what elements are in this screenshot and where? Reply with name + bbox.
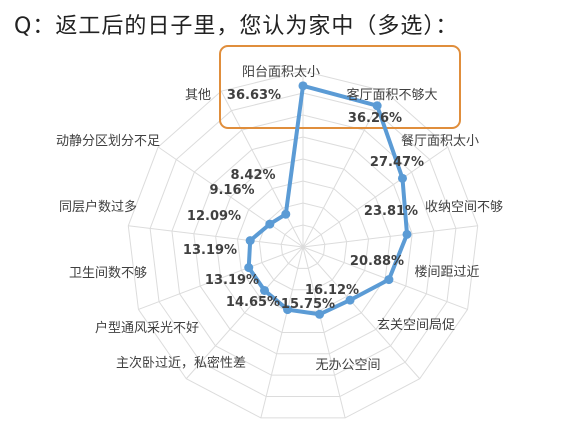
grid-spoke (260, 246, 304, 419)
data-label: 16.12% (305, 283, 359, 298)
category-label: 楼间距过近 (414, 265, 479, 280)
category-label: 主次卧过近，私密性差 (116, 355, 246, 371)
category-label: 餐厅面积太小 (401, 133, 479, 149)
category-label: 户型通风采光不好 (95, 320, 199, 336)
data-label: 13.19% (205, 273, 259, 288)
grid-spoke (157, 146, 304, 248)
data-point (402, 229, 412, 239)
data-label: 13.19% (183, 243, 237, 258)
data-label: 36.63% (227, 88, 281, 103)
grid-spoke (185, 246, 304, 380)
data-label: 14.65% (226, 295, 280, 310)
data-point (345, 295, 355, 305)
grid-ring (215, 158, 391, 333)
category-label: 收纳空间不够 (425, 200, 503, 215)
grid-ring (127, 70, 479, 419)
category-label: 客厅面积不够大 (346, 87, 437, 103)
grid-spoke (302, 246, 421, 380)
data-label: 9.16% (209, 183, 254, 198)
category-label: 无办公空间 (315, 358, 380, 373)
data-label: 36.26% (348, 111, 402, 126)
grid-ring (171, 114, 435, 376)
data-point (298, 81, 308, 91)
data-label: 23.81% (364, 204, 418, 219)
data-point (281, 209, 291, 219)
grid-spoke (302, 90, 386, 248)
data-point (244, 263, 254, 273)
chart-title: Q：返工后的日子里，您认为家中（多选）： (14, 14, 459, 39)
category-label: 其他 (185, 88, 211, 103)
data-point (397, 173, 407, 183)
data-label: 20.88% (350, 254, 404, 269)
grid-spoke (138, 246, 304, 310)
data-point (245, 236, 255, 246)
data-point (283, 305, 293, 315)
grid-ring (280, 224, 326, 269)
data-label: 27.47% (370, 155, 424, 170)
grid-spoke (302, 146, 449, 248)
data-label: 12.09% (187, 209, 241, 224)
grid-ring (149, 92, 457, 398)
grid-spoke (302, 225, 478, 248)
category-label: 玄关空间局促 (377, 318, 455, 333)
data-point (315, 309, 325, 319)
data-point (372, 101, 382, 111)
category-label: 同层户数过多 (59, 199, 137, 215)
data-label: 15.75% (281, 297, 335, 312)
category-label: 阳台面积太小 (242, 65, 320, 80)
grid-spoke (302, 246, 346, 419)
data-point (384, 275, 394, 285)
data-label: 8.42% (230, 168, 275, 183)
data-point (265, 219, 275, 229)
category-label: 动静分区划分不足 (56, 134, 160, 149)
grid-ring (193, 136, 413, 355)
highlight-box (219, 45, 461, 129)
category-label: 卫生间数不够 (69, 266, 147, 281)
grid-spoke (128, 225, 304, 248)
data-point (260, 285, 270, 295)
grid-spoke (220, 90, 304, 248)
